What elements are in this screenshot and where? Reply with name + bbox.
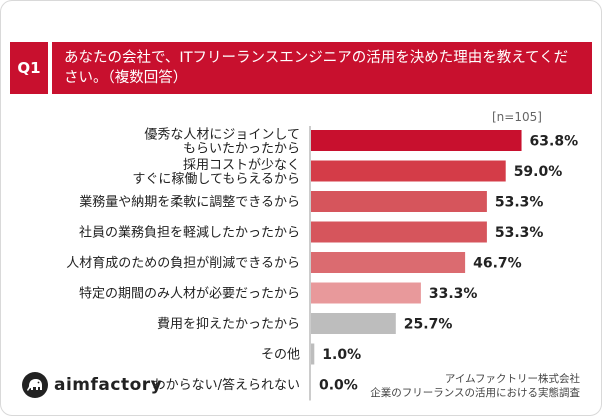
category-label-5: 特定の期間のみ人材が必要だったから: [79, 287, 300, 302]
source-company: アイムファクトリー株式会社: [444, 373, 580, 385]
bar-2: [311, 191, 487, 212]
company-logo: aimfactory: [22, 372, 162, 398]
bar-5: [311, 282, 421, 304]
source-credit: アイムファクトリー株式会社 企業のフリーランスの活用における実態調査: [370, 372, 580, 400]
value-label-6: 25.7%: [404, 317, 453, 333]
bar-4: [311, 252, 466, 273]
logo-text: aimfactory: [54, 375, 163, 395]
question-text: あなたの会社で、ITフリーランスエンジニアの活用を決めた理由を教えてください。（…: [52, 42, 592, 94]
bar-6: [311, 313, 396, 334]
category-label-1: 採用コストが少なくすぐに稼働してもらえるから: [132, 158, 300, 187]
value-label-7: 1.0%: [322, 347, 361, 363]
category-label-1-line-1: すぐに稼働してもらえるから: [132, 172, 300, 187]
value-label-2: 53.3%: [495, 195, 544, 211]
category-label-4: 人材育成のための負担が削減できるから: [66, 255, 300, 271]
elephant-icon: [22, 372, 48, 398]
category-label-3: 社員の業務負担を軽減したかったから: [79, 225, 300, 241]
category-label-0-line-1: もらいたかったから: [183, 142, 300, 157]
bar-7: [311, 343, 315, 365]
value-label-5: 33.3%: [429, 286, 478, 302]
source-survey: 企業のフリーランスの活用における実態調査: [370, 387, 580, 399]
bar-0: [311, 130, 522, 151]
value-label-0: 63.8%: [530, 134, 579, 150]
category-label-0-line-0: 優秀な人材にジョインして: [144, 128, 300, 143]
category-label-1-line-0: 採用コストが少なく: [183, 158, 300, 173]
category-label-6: 費用を抑えたかったから: [157, 317, 300, 332]
category-label-7: その他: [261, 348, 300, 363]
category-label-8: わからない/答えられない: [153, 377, 300, 393]
value-label-3: 53.3%: [495, 225, 544, 241]
sample-size-label: [n=105]: [492, 110, 542, 124]
category-label-2: 業務量や納期を柔軟に調整できるから: [79, 194, 300, 210]
bar-1: [311, 160, 506, 182]
value-label-4: 46.7%: [473, 256, 522, 272]
category-label-0: 優秀な人材にジョインしてもらいたかったから: [144, 128, 300, 157]
question-badge: Q1: [10, 42, 48, 94]
value-label-1: 59.0%: [514, 164, 563, 180]
bars-layer: 優秀な人材にジョインしてもらいたかったから 63.8% 採用コストが少なくすぐに稼働…: [66, 128, 578, 394]
value-label-8: 0.0%: [319, 378, 358, 394]
bar-3: [311, 221, 487, 243]
